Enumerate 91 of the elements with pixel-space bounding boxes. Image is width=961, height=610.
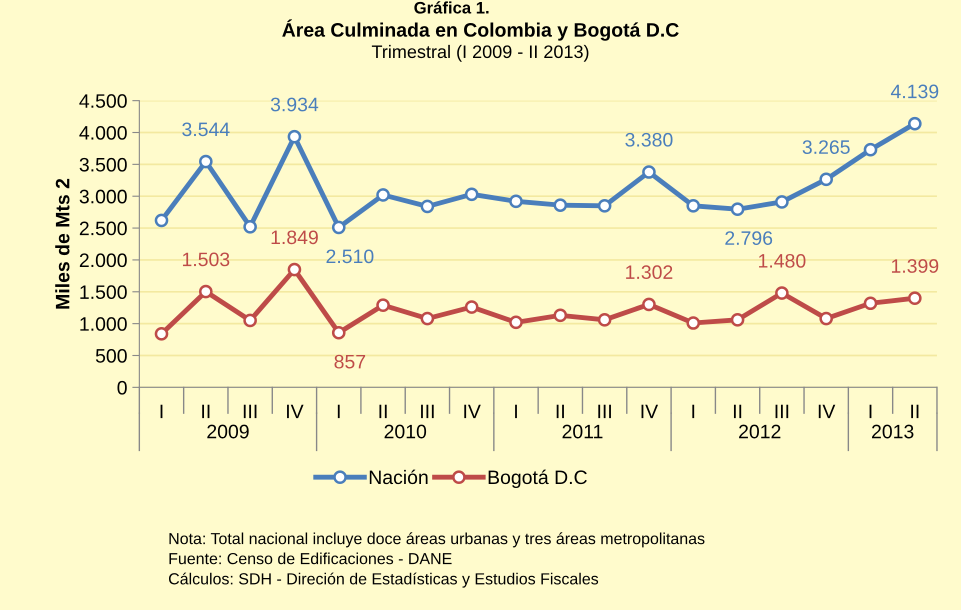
x-tick-label: III [421,404,434,418]
data-label: 4.139 [890,84,938,98]
point [243,314,257,328]
x-tick-label: III [598,404,611,418]
point [730,202,744,216]
point [775,195,789,209]
point [819,312,833,326]
point [464,188,478,202]
text: Cálculos: SDH - Direción de Estadísticas y Estudios Fiscales [168,572,598,588]
x-tick-label: II [379,404,387,418]
point [642,298,656,312]
legend-label: Nación [370,470,428,484]
text: 2010 [384,424,426,438]
x-tick-label: IV [642,404,658,418]
point [554,198,568,212]
point [154,327,168,341]
point [686,198,700,213]
x-tick-label: I [692,404,694,418]
x-tick-label: I [338,404,340,418]
data-label: 857 [334,354,366,369]
point [420,312,434,326]
point [464,300,478,314]
point [509,316,523,330]
data-label: 1.849 [272,230,318,244]
point [554,308,568,322]
data-label: 3.544 [182,122,230,136]
point [686,316,700,330]
point [332,326,346,340]
point [730,313,744,327]
point [199,284,213,298]
x-tick-label: I [515,404,517,418]
point [642,165,656,179]
x-tick-label: II [202,404,210,418]
point [154,214,168,228]
point [288,262,302,276]
x-tick-label: I [870,404,872,418]
text: 2009 [207,424,249,438]
y-tick-label: 500 [96,348,127,363]
data-label: 1.399 [892,259,938,273]
point [864,296,878,310]
data-label: 1.302 [626,265,672,280]
point [908,116,922,130]
y-tick-label: 1.500 [80,285,127,300]
data-label: 1.503 [182,252,230,266]
data-label: 3.380 [625,132,673,147]
y-tick-label: 2.000 [80,253,127,268]
x-tick-label: II [556,404,564,418]
text: 2012 [739,424,780,438]
x-tick-label: II [734,404,742,418]
x-tick-label: I [160,404,162,418]
y-axis-title: Miles de Mts 2 [55,178,70,309]
data-label: 1.480 [759,254,806,268]
y-tick-label: 3.500 [80,158,127,172]
point [864,142,878,157]
y-tick-label: 1.000 [80,317,127,331]
text: 2011 [562,424,602,438]
point [199,154,213,168]
y-tick-label: 3.000 [80,190,127,204]
legend-label: Bogotá D.C [488,470,587,488]
point [243,220,257,234]
point [819,172,833,186]
y-tick-label: 4.000 [79,126,127,140]
y-tick-label: 2.500 [80,222,127,236]
data-label: 2.796 [725,231,772,245]
point [908,291,922,306]
point [288,130,302,144]
x-tick-label: IV [464,404,481,418]
point [598,313,612,327]
x-tick-label: II [911,404,918,418]
x-tick-label: IV [287,404,304,418]
text: Gráfica 1. [414,1,489,14]
chart-title: Área Culminada en Colombia y Bogotá D.C [282,19,679,41]
point [509,194,523,208]
point [598,198,612,213]
point [775,286,789,300]
chart-subtitle: Trimestral (I 2009 - II 2013) [372,44,588,62]
point [376,298,390,312]
source-note: Fuente: Censo de Edificaciones - DANE [169,552,452,564]
point [332,220,346,234]
x-tick-label: III [244,404,256,418]
point [376,188,390,202]
y-tick-label: 4.500 [79,94,127,108]
data-label: 3.934 [270,98,318,112]
y-tick-label: 0 [117,380,127,395]
point [420,200,434,214]
text: Nota: Total nacional incluye doce áreas urbanas y tres áreas metropolitanas [169,532,704,548]
data-label: 2.510 [326,249,374,264]
data-label: 3.265 [802,140,850,154]
text: 2013 [872,424,914,438]
x-tick-label: IV [818,404,836,418]
x-tick-label: III [776,404,788,418]
